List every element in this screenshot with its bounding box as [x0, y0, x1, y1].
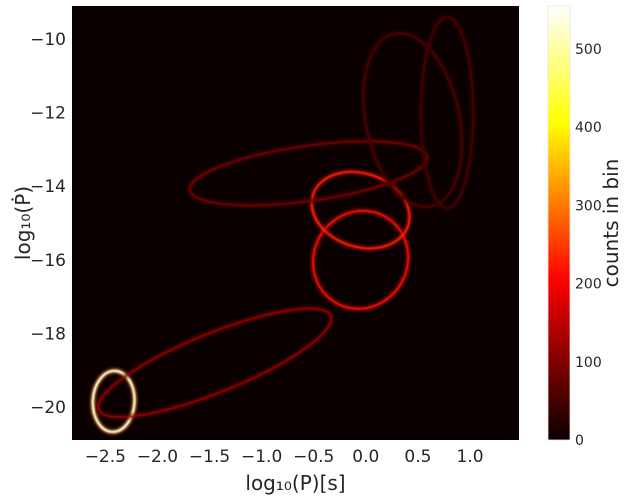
x-tick-label: −2.0: [137, 447, 178, 467]
y-tick-label: −16: [30, 251, 66, 271]
colorbar: 0 100 200 300 400 500 counts in bin: [547, 5, 623, 449]
heatmap-background: [72, 6, 519, 440]
colorbar-tick-label: 200: [575, 277, 602, 293]
ring-track: [419, 15, 475, 210]
y-tick-label: −12: [30, 104, 66, 124]
colorbar-tick-label: 0: [575, 433, 584, 449]
x-axis-label: log₁₀(P)[s]: [245, 471, 345, 495]
y-tick-label: −14: [30, 177, 66, 197]
ring-track: [311, 209, 410, 310]
x-tick-label: −1.0: [241, 447, 282, 467]
plot-area: [72, 6, 519, 440]
ring-track: [362, 32, 464, 209]
colorbar-tick-label: 300: [575, 198, 602, 214]
y-axis-ticks: −10 −12 −14 −16 −18 −20: [30, 30, 66, 418]
x-tick-label: 0.5: [404, 447, 431, 467]
y-axis-label: log₁₀(Ṗ): [11, 186, 35, 260]
colorbar-ticks: 0 100 200 300 400 500: [575, 42, 602, 449]
colorbar-label: counts in bin: [599, 159, 623, 288]
ring-track: [97, 307, 333, 419]
ring-hot-core: [92, 370, 136, 433]
x-tick-label: −2.5: [85, 447, 126, 467]
x-tick-label: 0.0: [352, 447, 379, 467]
x-tick-label: −1.5: [189, 447, 230, 467]
heatmap-rings: [89, 13, 477, 436]
y-tick-label: −18: [30, 324, 66, 344]
colorbar-tick-label: 400: [575, 120, 602, 136]
x-tick-label: 1.0: [457, 447, 484, 467]
colorbar-tick-label: 500: [575, 42, 602, 58]
ring-track: [310, 170, 411, 250]
colorbar-tick-label: 100: [575, 355, 602, 371]
y-tick-label: −20: [30, 398, 66, 418]
x-tick-label: −0.5: [293, 447, 334, 467]
x-axis-ticks: −2.5 −2.0 −1.5 −1.0 −0.5 0.0 0.5 1.0: [85, 447, 484, 467]
y-tick-label: −10: [30, 30, 66, 50]
colorbar-gradient: [547, 5, 571, 441]
